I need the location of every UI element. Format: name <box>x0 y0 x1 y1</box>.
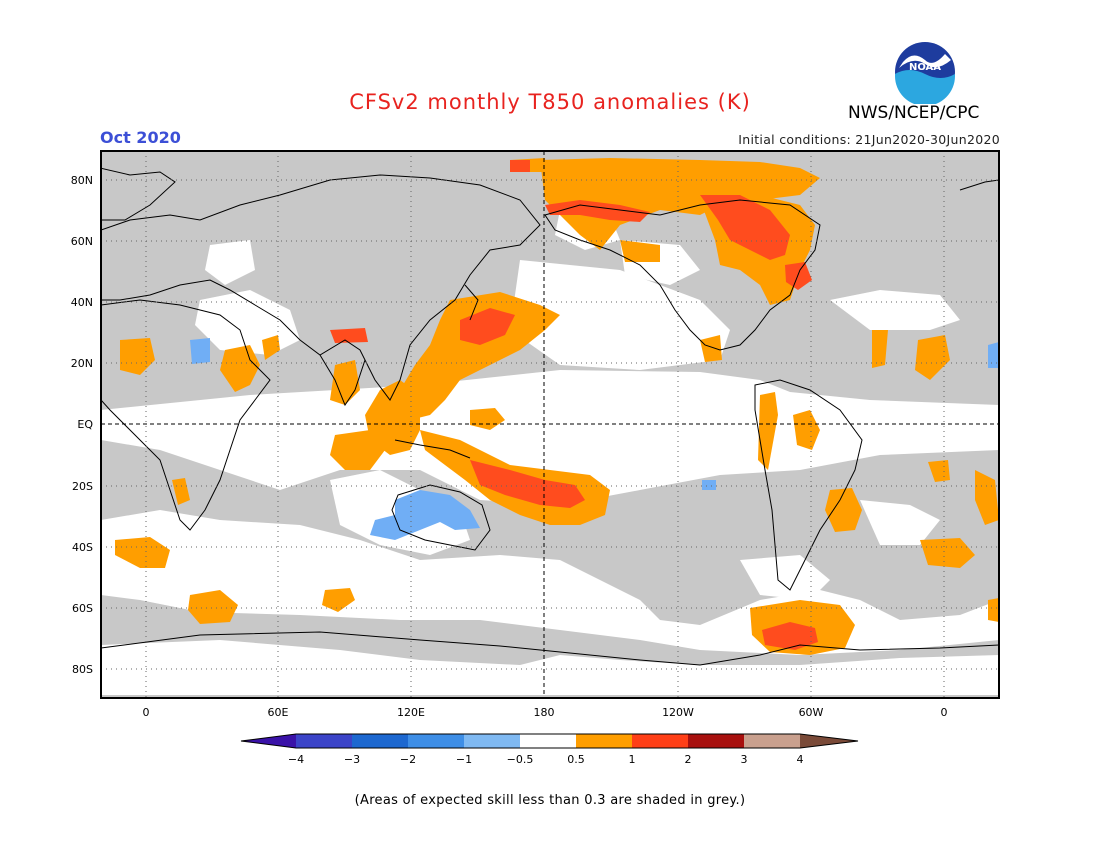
map-frame <box>100 150 1000 699</box>
colorbar-swatch <box>408 734 464 748</box>
colorbar-label: −1 <box>456 753 472 766</box>
noaa-logo: NOAA <box>895 42 955 104</box>
colorbar-swatch <box>744 734 800 748</box>
latitude-labels: 80N 60N 40N 20N EQ 20S 40S 60S 80S <box>71 174 94 676</box>
colorbar-arrow-low <box>241 734 296 748</box>
lon-label: 180 <box>534 706 555 719</box>
lon-label: 0 <box>941 706 948 719</box>
forecast-period: Oct 2020 <box>100 128 181 147</box>
lat-label: 20N <box>71 357 93 370</box>
lon-label: 120W <box>662 706 694 719</box>
colorbar-swatch <box>352 734 408 748</box>
agency-label: NWS/NCEP/CPC <box>848 103 980 123</box>
lon-label: 120E <box>397 706 425 719</box>
colorbar-label: 4 <box>797 753 804 766</box>
colorbar-label: −4 <box>288 753 304 766</box>
colorbar-swatch <box>688 734 744 748</box>
colorbar: −4 −3 −2 −1 −0.5 0.5 1 2 3 4 <box>240 733 859 766</box>
logo-text: NOAA <box>909 62 941 73</box>
lat-label: 60S <box>72 602 93 615</box>
graticule <box>101 151 999 698</box>
lat-label: EQ <box>77 418 93 431</box>
cool-anomaly <box>190 338 999 540</box>
colorbar-label: −0.5 <box>507 753 534 766</box>
colorbar-swatch <box>464 734 520 748</box>
colorbar-swatch <box>520 734 576 748</box>
footnote: (Areas of expected skill less than 0.3 a… <box>354 793 746 808</box>
colorbar-label: 3 <box>741 753 748 766</box>
lat-label: 80S <box>72 663 93 676</box>
colorbar-arrow-high <box>800 734 858 748</box>
colorbar-labels: −4 −3 −2 −1 −0.5 0.5 1 2 3 4 <box>288 753 804 766</box>
longitude-labels: 0 60E 120E 180 120W 60W 0 <box>143 706 948 719</box>
lon-label: 0 <box>143 706 150 719</box>
initial-conditions: Initial conditions: 21Jun2020-30Jun2020 <box>738 132 1000 147</box>
coastlines <box>101 167 999 666</box>
colorbar-swatch <box>632 734 688 748</box>
equator-dateline <box>101 151 999 698</box>
lat-label: 40N <box>71 296 93 309</box>
colorbar-outline <box>240 733 859 749</box>
colorbar-swatch <box>576 734 632 748</box>
page-title: CFSv2 monthly T850 anomalies (K) <box>349 90 751 114</box>
colorbar-label: 1 <box>629 753 636 766</box>
lat-label: 60N <box>71 235 93 248</box>
colorbar-label: 0.5 <box>567 753 585 766</box>
lat-label: 80N <box>71 174 93 187</box>
colorbar-label: −2 <box>400 753 416 766</box>
lat-label: 20S <box>72 480 93 493</box>
warm-anomaly-1-2 <box>330 160 818 650</box>
lon-label: 60E <box>268 706 289 719</box>
lat-label: 40S <box>72 541 93 554</box>
colorbar-label: −3 <box>344 753 360 766</box>
colorbar-label: 2 <box>685 753 692 766</box>
lon-label: 60W <box>799 706 824 719</box>
colorbar-swatch <box>296 734 352 748</box>
